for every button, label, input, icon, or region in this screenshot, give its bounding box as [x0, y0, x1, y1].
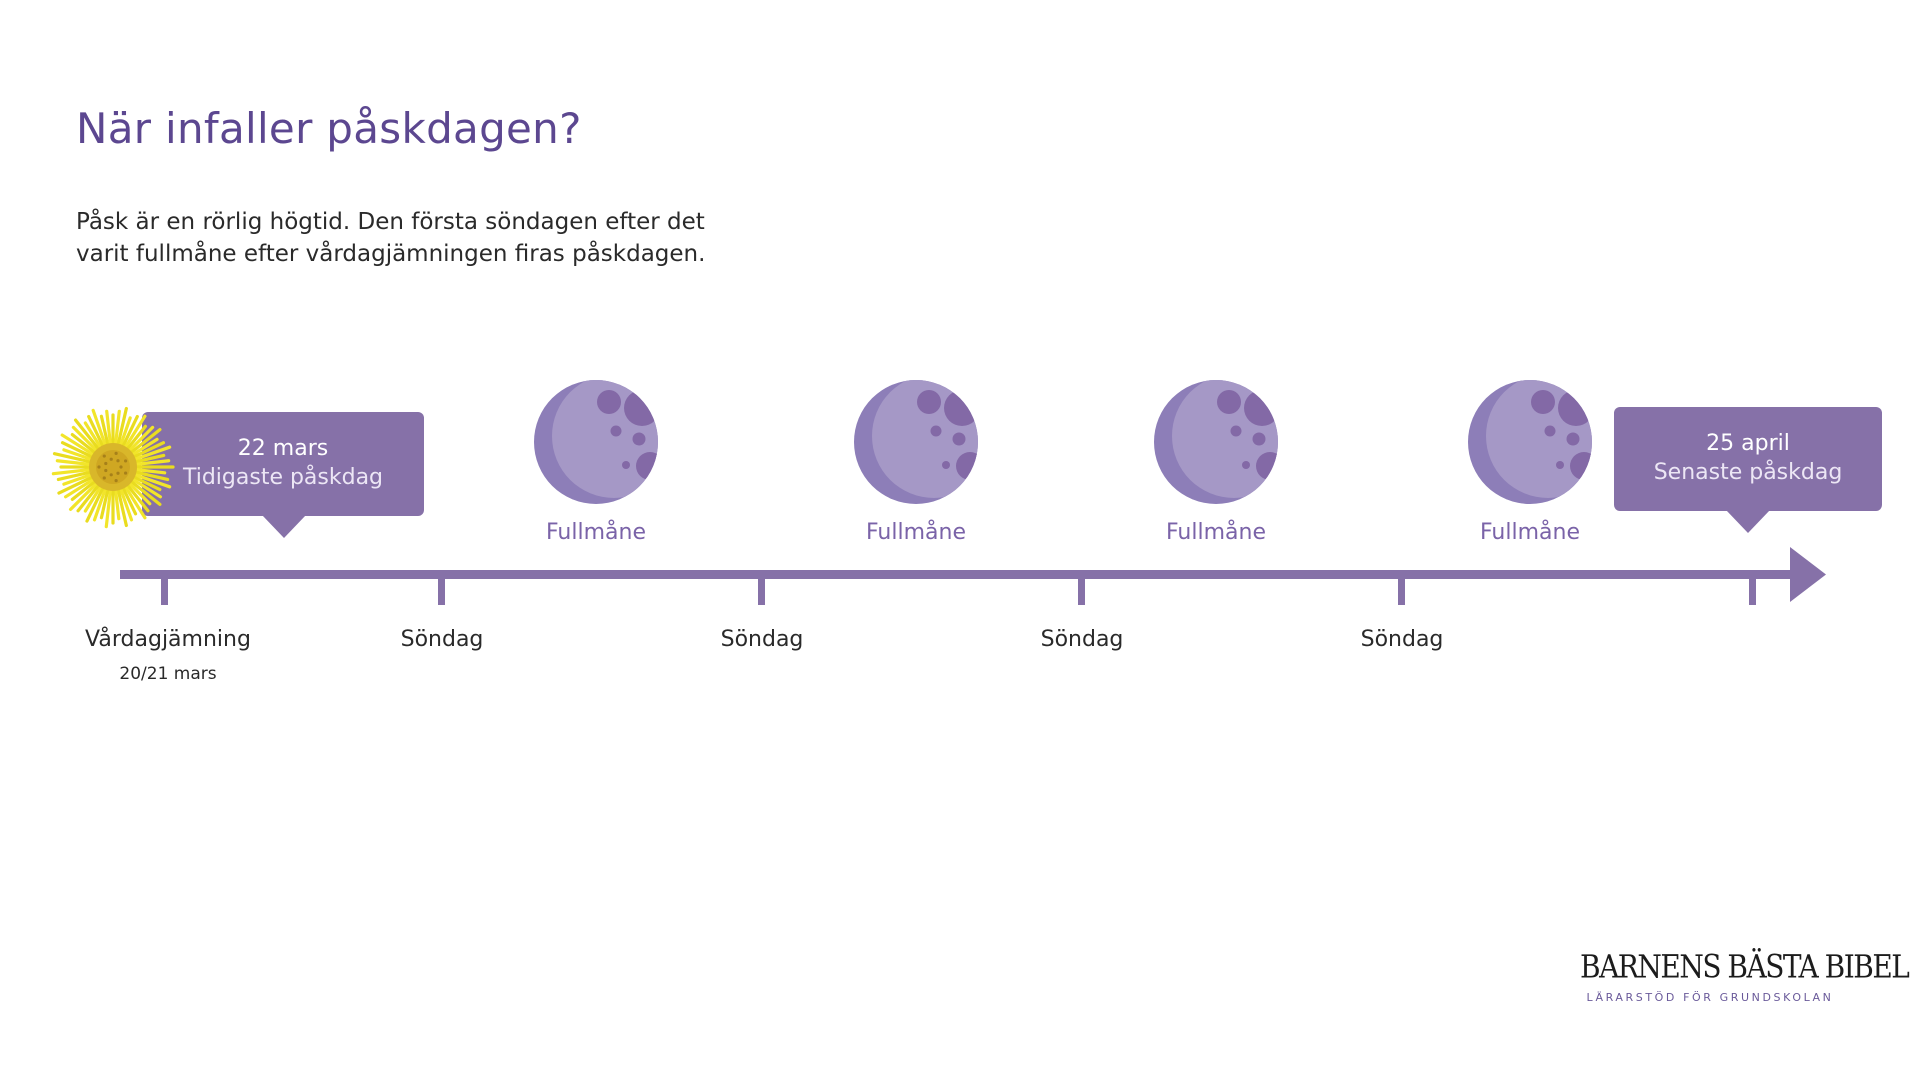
intro-text: Påsk är en rörlig högtid. Den första sön… — [76, 206, 776, 270]
earliest-easter-callout: 22 mars Tidigaste påskdag — [142, 412, 424, 538]
moon-label-1: Fullmåne — [546, 519, 646, 545]
tick-label-sunday-2: Söndag — [721, 627, 804, 652]
full-moon-icon — [854, 374, 996, 504]
logo-tagline: LÄRARSTÖD FÖR GRUNDSKOLAN — [1586, 991, 1834, 1004]
latest-date: 25 april — [1706, 431, 1790, 456]
intro-line-2: varit fullmåne efter vårdagjämningen fir… — [76, 241, 706, 267]
tick-latest — [1749, 575, 1756, 605]
full-moon-icon — [1154, 374, 1296, 504]
latest-easter-callout: 25 april Senaste påskdag — [1614, 407, 1882, 533]
tick-sublabel-equinox: 20/21 mars — [119, 664, 216, 684]
tick-sunday-1 — [438, 575, 445, 605]
earliest-date: 22 mars — [238, 436, 328, 461]
tick-label-sunday-4: Söndag — [1361, 627, 1444, 652]
moon-label-2: Fullmåne — [866, 519, 966, 545]
tick-equinox — [161, 575, 168, 605]
arrow-right-icon — [1790, 547, 1826, 602]
moon-label-3: Fullmåne — [1166, 519, 1266, 545]
coltsfoot-flower-icon — [51, 406, 175, 529]
full-moon-icon — [534, 374, 676, 504]
timeline-axis — [120, 570, 1800, 579]
latest-caption: Senaste påskdag — [1654, 459, 1843, 485]
tick-label-equinox: Vårdagjämning — [85, 626, 251, 652]
logo-name: BARNENS BÄSTA BIBEL — [1580, 947, 1910, 986]
tick-label-sunday-3: Söndag — [1041, 627, 1124, 652]
full-moon-icon — [1468, 374, 1610, 504]
intro-line-1: Påsk är en rörlig högtid. Den första sön… — [76, 209, 705, 235]
tick-label-sunday-1: Söndag — [401, 627, 484, 652]
earliest-caption: Tidigaste påskdag — [182, 464, 383, 490]
moon-label-4: Fullmåne — [1480, 519, 1580, 545]
tick-sunday-2 — [758, 575, 765, 605]
tick-sunday-3 — [1078, 575, 1085, 605]
tick-sunday-4 — [1398, 575, 1405, 605]
brand-logo: BARNENS BÄSTA BIBEL LÄRARSTÖD FÖR GRUNDS… — [1580, 947, 1910, 1004]
page-title: När infaller påskdagen? — [76, 104, 582, 153]
